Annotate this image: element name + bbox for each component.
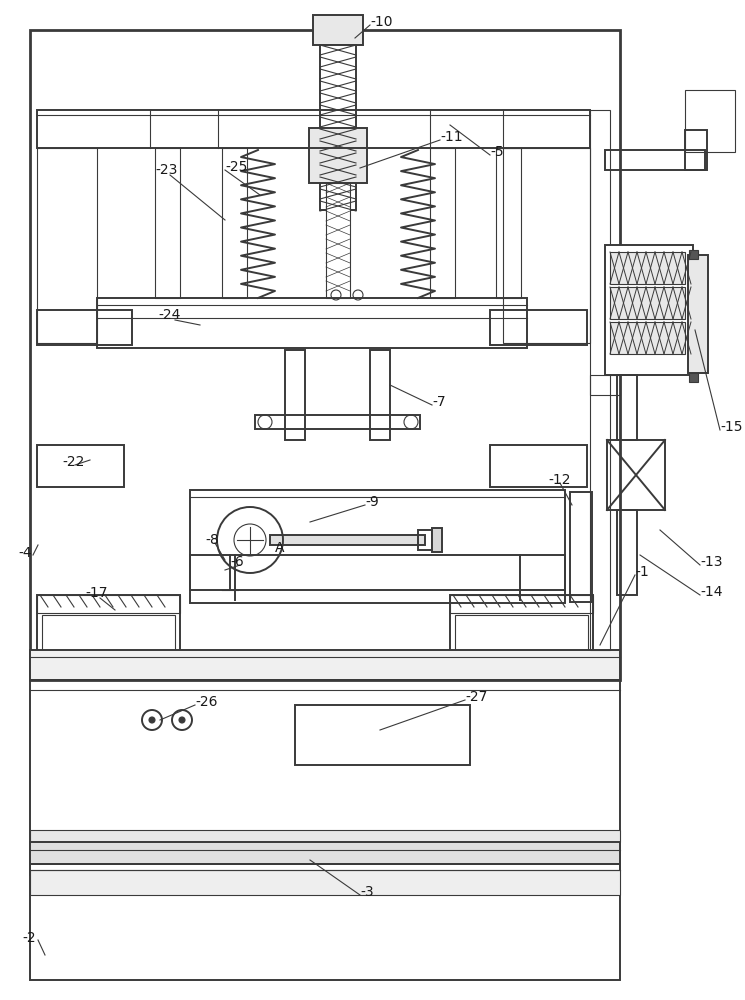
Text: -3: -3: [360, 885, 374, 899]
Bar: [450, 595, 593, 613]
Text: -27: -27: [465, 690, 487, 704]
Text: -2: -2: [22, 931, 36, 945]
Bar: [37, 595, 180, 675]
Bar: [37, 148, 97, 343]
Bar: [370, 350, 390, 440]
Bar: [688, 255, 708, 373]
Bar: [295, 705, 470, 765]
Text: -13: -13: [700, 555, 723, 569]
Bar: [450, 595, 593, 675]
Bar: [30, 30, 620, 680]
Bar: [222, 148, 247, 298]
Text: -5: -5: [490, 145, 504, 159]
Bar: [37, 310, 132, 345]
Bar: [309, 128, 367, 183]
Bar: [30, 650, 620, 680]
Text: -22: -22: [62, 455, 84, 469]
Bar: [432, 528, 442, 552]
Bar: [320, 45, 356, 210]
Text: -25: -25: [225, 160, 247, 174]
Bar: [418, 530, 432, 550]
Bar: [590, 110, 610, 650]
Circle shape: [179, 717, 185, 723]
Text: -4: -4: [18, 546, 31, 560]
Bar: [496, 148, 521, 298]
Bar: [490, 310, 587, 345]
Bar: [617, 510, 637, 595]
Bar: [455, 615, 588, 670]
Bar: [37, 595, 180, 613]
Text: -15: -15: [720, 420, 743, 434]
Text: -14: -14: [700, 585, 723, 599]
Bar: [689, 250, 698, 259]
Text: -12: -12: [548, 473, 571, 487]
Bar: [42, 615, 175, 670]
Bar: [617, 375, 637, 440]
Text: -7: -7: [432, 395, 446, 409]
Bar: [610, 322, 685, 354]
Bar: [30, 842, 620, 864]
Bar: [190, 490, 565, 590]
Bar: [570, 492, 592, 602]
Bar: [490, 445, 587, 487]
Bar: [30, 870, 620, 895]
Text: -23: -23: [155, 163, 177, 177]
Text: -24: -24: [158, 308, 180, 322]
Text: -9: -9: [365, 495, 378, 509]
Bar: [313, 15, 363, 45]
Bar: [610, 252, 685, 284]
Bar: [30, 864, 620, 980]
Bar: [607, 440, 665, 510]
Text: -26: -26: [195, 695, 218, 709]
Text: -11: -11: [440, 130, 463, 144]
Bar: [37, 110, 590, 148]
Bar: [503, 148, 590, 343]
Text: -8: -8: [205, 533, 219, 547]
Text: -6: -6: [230, 555, 244, 569]
Bar: [685, 130, 707, 170]
Bar: [30, 680, 620, 875]
Text: -1: -1: [635, 565, 649, 579]
Bar: [285, 350, 305, 440]
Bar: [97, 298, 527, 348]
Text: -17: -17: [85, 586, 107, 600]
Text: A: A: [275, 541, 285, 555]
Bar: [190, 555, 565, 603]
Text: -10: -10: [370, 15, 393, 29]
Bar: [605, 150, 705, 170]
Bar: [255, 415, 420, 429]
Bar: [685, 90, 735, 152]
Bar: [590, 375, 620, 395]
Bar: [270, 535, 425, 545]
Bar: [689, 373, 698, 382]
Bar: [30, 830, 620, 842]
Bar: [326, 183, 350, 298]
Bar: [610, 287, 685, 319]
Bar: [155, 148, 180, 298]
Bar: [37, 445, 124, 487]
Bar: [430, 148, 455, 298]
Bar: [605, 245, 693, 375]
Circle shape: [149, 717, 155, 723]
